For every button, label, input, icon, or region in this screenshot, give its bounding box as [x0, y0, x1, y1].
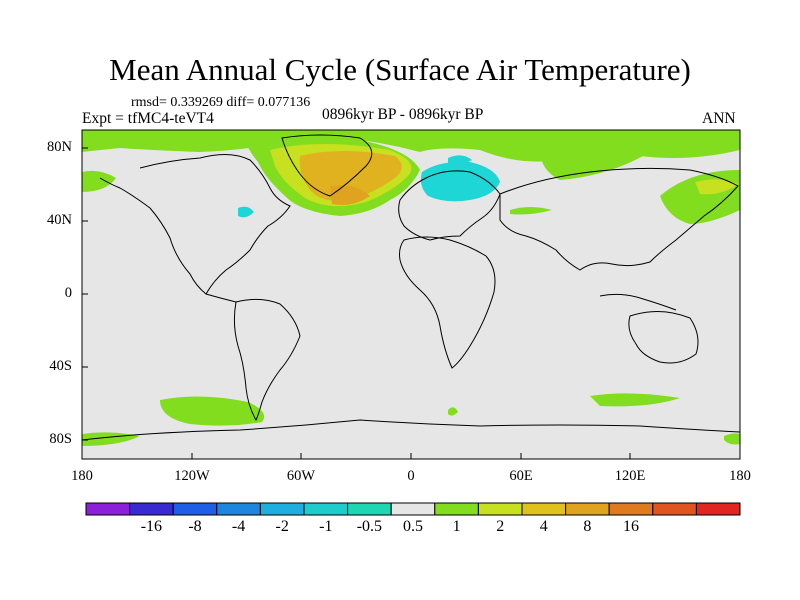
ytick-label-80n: 80N	[47, 139, 72, 155]
north-america-coast	[99, 154, 291, 295]
central-america-coast	[205, 293, 237, 303]
colorbar-label: -1	[319, 518, 333, 535]
south-atlantic-warm	[448, 407, 458, 416]
colorbar-box-6	[347, 502, 392, 516]
colorbar-box-4	[259, 502, 305, 516]
colorbar-box-8	[434, 502, 479, 516]
siberia-warm	[540, 147, 650, 180]
scandinavia-cool	[420, 161, 500, 202]
colorbar-box-13	[652, 502, 697, 516]
greenland-coast	[281, 134, 373, 197]
colorbar-label: 16	[623, 518, 639, 535]
ytick-label-40s: 40S	[49, 358, 72, 374]
axis-ticks	[81, 147, 741, 459]
plot-title: Mean Annual Cycle (Surface Air Temperatu…	[109, 52, 691, 87]
colorbar-box-7	[390, 502, 436, 516]
stats-text: rmsd= 0.339269 diff= 0.077136	[131, 95, 311, 110]
africa-coast	[399, 236, 496, 369]
europe-coast	[398, 170, 501, 241]
xtick-label-180e: 180	[729, 468, 751, 484]
colorbar-box-9	[477, 502, 523, 516]
north-atlantic-core-2	[330, 185, 370, 205]
ytick-label-40n: 40N	[47, 212, 72, 228]
scandinavia-cool-2	[448, 155, 472, 165]
coastlines	[82, 134, 740, 441]
colorbar-label: -0.5	[356, 518, 383, 535]
xtick-label-120e: 120E	[614, 468, 646, 484]
colorbar	[85, 502, 741, 516]
colorbar-label: -2	[275, 518, 289, 535]
southern-indian-warm	[590, 393, 680, 407]
colorbar-box-10	[521, 502, 567, 516]
south-america-coast	[233, 298, 301, 422]
anomaly-fields	[82, 130, 740, 446]
xtick-label-180w: 180	[71, 468, 93, 484]
colorbar-box-1	[129, 502, 174, 516]
ytick-label-0: 0	[64, 285, 72, 301]
antarctic-east-warm	[724, 433, 740, 445]
period-label: 0896kyr BP - 0896kyr BP	[322, 106, 484, 123]
colorbar-box-5	[303, 502, 349, 516]
season-label: ANN	[702, 110, 736, 127]
colorbar-label: -4	[231, 518, 246, 535]
xtick-label-0: 0	[407, 468, 415, 484]
colorbar-label: 8	[583, 518, 592, 535]
great-lakes-cool	[238, 206, 254, 218]
colorbar-box-0	[85, 502, 131, 516]
colorbar-box-2	[172, 502, 218, 516]
colorbar-label: -8	[188, 518, 202, 535]
colorbar-label: 2	[496, 518, 505, 535]
colorbar-box-3	[216, 502, 261, 516]
northeast-asia-yellow	[695, 179, 738, 195]
southern-pacific-warm	[160, 396, 265, 426]
indonesia-coast	[599, 293, 677, 311]
north-atlantic-core	[299, 151, 402, 201]
ytick-label-80s: 80S	[49, 431, 72, 447]
xtick-label-60e: 60E	[509, 468, 533, 484]
central-asia-warm	[510, 207, 552, 215]
asia-coast	[499, 167, 739, 271]
colorbar-label: -16	[140, 518, 163, 535]
alaska-warm	[82, 170, 116, 192]
colorbar-label: 4	[539, 518, 548, 535]
colorbar-box-12	[608, 502, 654, 516]
xtick-label-60w: 60W	[286, 468, 316, 484]
antarctica-coast	[82, 419, 740, 441]
australia-coast	[628, 311, 699, 364]
colorbar-label: 0.5	[403, 518, 423, 535]
colorbar-label: 1	[452, 518, 461, 535]
colorbar-box-14	[695, 502, 741, 516]
xtick-label-120w: 120W	[174, 468, 210, 484]
colorbar-box-11	[565, 502, 610, 516]
experiment-label: Expt = tfMC4-teVT4	[82, 110, 214, 127]
